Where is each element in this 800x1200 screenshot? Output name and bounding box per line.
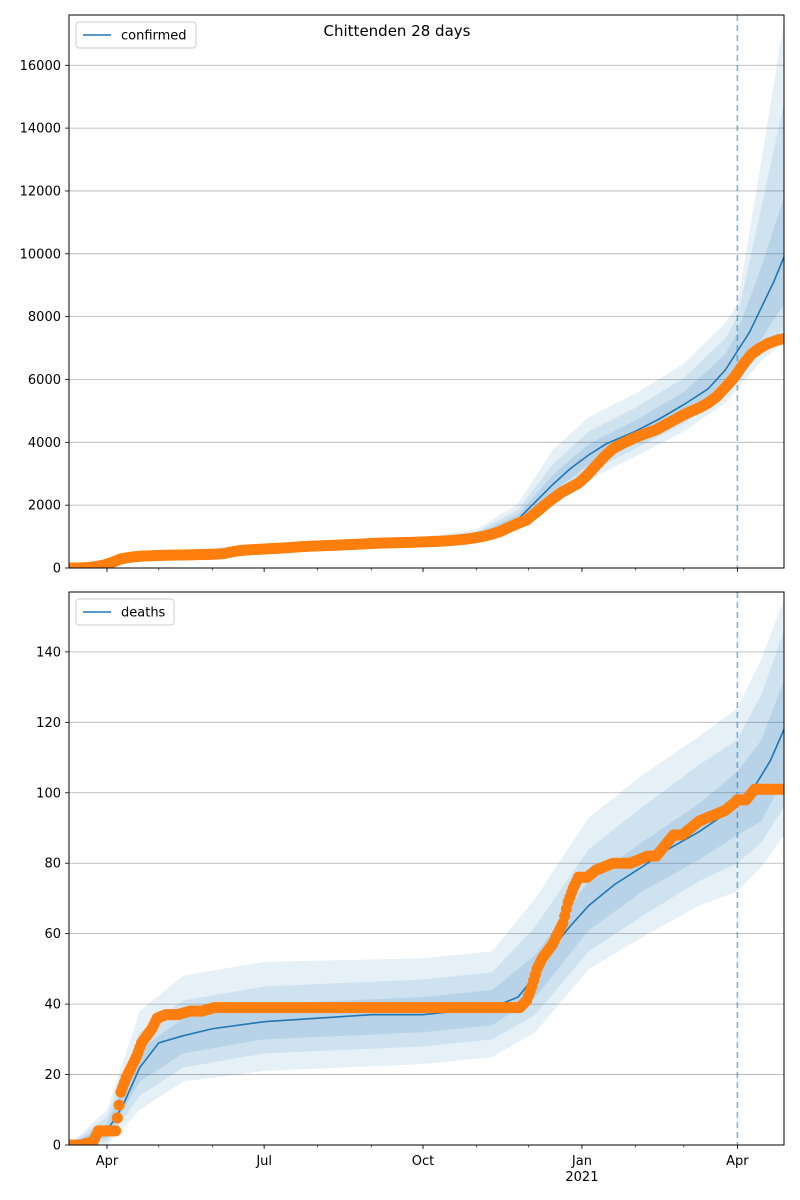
deaths-grid [69, 651, 784, 1146]
y-tick-label: 140 [36, 645, 61, 660]
figure-title: Chittenden 28 days [324, 22, 471, 40]
confirmed-observed-point [778, 333, 784, 345]
deaths-axes-frame [68, 591, 785, 1146]
deaths-band-inner [69, 680, 784, 1145]
y-tick-label: 14000 [20, 122, 61, 137]
deaths-legend-label: deaths [121, 606, 166, 621]
y-tick-label: 40 [44, 998, 61, 1013]
confirmed-y-axis: 0 2000 4000 6000 8000 10000 12000 14000 16000 [20, 59, 69, 577]
y-tick-label: 8000 [28, 310, 61, 325]
x-tick-year-label: 2021 [565, 1170, 598, 1185]
y-tick-label: 4000 [28, 436, 61, 451]
confirmed-legend-label: confirmed [121, 29, 187, 44]
y-tick-label: 0 [53, 562, 61, 577]
y-tick-label: 120 [36, 716, 61, 731]
confirmed-band-outer [69, 21, 784, 568]
x-tick-label: Jan [571, 1154, 592, 1169]
deaths-observed-point [113, 1099, 125, 1111]
deaths-legend: deaths [75, 598, 175, 626]
deaths-band-middle [69, 630, 784, 1145]
confirmed-legend: confirmed [75, 21, 197, 49]
y-tick-label: 0 [53, 1139, 61, 1154]
deaths-y-axis: 0 20 40 60 80 100 120 140 [36, 645, 69, 1154]
x-tick-label: Apr [726, 1154, 749, 1169]
y-tick-label: 16000 [20, 59, 61, 74]
y-tick-label: 20 [44, 1068, 61, 1083]
confirmed-panel: 0 2000 4000 6000 8000 10000 12000 14000 16000 co… [20, 14, 785, 577]
x-tick-label: Jul [255, 1154, 272, 1169]
y-tick-label: 100 [36, 786, 61, 801]
x-tick-label: Apr [96, 1154, 119, 1169]
deaths-legend-box [75, 598, 175, 626]
y-tick-label: 80 [44, 857, 61, 872]
deaths-observed-point [110, 1125, 122, 1137]
y-tick-label: 2000 [28, 499, 61, 514]
y-tick-label: 10000 [20, 247, 61, 262]
deaths-observed-point [778, 783, 784, 795]
confirmed-x-axis [106, 568, 738, 572]
deaths-observed-point [111, 1112, 123, 1124]
x-tick-label: Oct [412, 1154, 434, 1169]
confirmed-legend-box [75, 21, 197, 49]
y-tick-label: 60 [44, 927, 61, 942]
y-tick-label: 6000 [28, 373, 61, 388]
deaths-scatter [69, 783, 784, 1145]
confirmed-axes-frame [68, 14, 785, 569]
confirmed-scatter [69, 333, 784, 568]
y-tick-label: 12000 [20, 184, 61, 199]
